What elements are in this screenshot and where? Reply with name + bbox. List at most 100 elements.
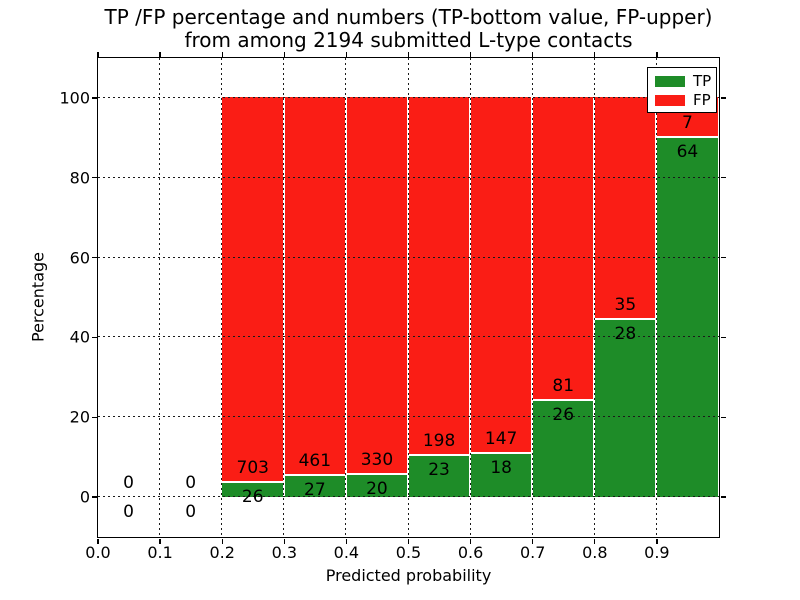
fp-bar-segment	[470, 97, 533, 454]
fp-count-label: 0	[123, 472, 134, 493]
y-tick-mark	[91, 416, 97, 418]
x-tick-mark-top	[469, 51, 472, 57]
horizontal-gridline	[97, 496, 719, 498]
legend-entry-tp: TP	[648, 72, 716, 91]
x-tick-mark	[97, 538, 99, 544]
y-tick-mark-right	[720, 97, 726, 99]
fp-count-label: 35	[614, 295, 637, 316]
tp-fp-boundary-line	[656, 135, 719, 138]
fp-count-label: 703	[236, 458, 269, 479]
x-tick-mark-top	[345, 51, 348, 57]
tp-count-label: 23	[428, 460, 450, 481]
y-tick-label: 80	[69, 168, 90, 188]
vertical-gridline	[159, 57, 161, 537]
vertical-gridline	[407, 57, 409, 537]
x-tick-mark	[345, 538, 348, 544]
fp-count-label: 330	[360, 449, 394, 470]
x-tick-label: 0.2	[209, 543, 235, 562]
vertical-gridlines-layer	[98, 57, 719, 537]
tp-count-label: 64	[676, 141, 699, 162]
x-tick-mark-top	[283, 51, 285, 57]
vertical-gridline	[531, 57, 533, 537]
x-tick-label: 0.0	[85, 543, 111, 562]
fp-count-label: 198	[422, 431, 456, 452]
horizontal-gridline	[97, 96, 719, 98]
x-tick-label: 0.8	[582, 543, 608, 562]
x-tick-mark	[532, 538, 534, 544]
fp-count-label: 0	[185, 472, 197, 493]
vertical-gridline	[283, 57, 285, 537]
fp-bar-segment	[532, 97, 595, 400]
vertical-gridline	[221, 57, 223, 537]
x-tick-mark-top	[594, 51, 596, 57]
x-tick-label: 0.5	[395, 543, 422, 562]
y-tick-mark	[91, 97, 97, 99]
y-tick-label: 20	[69, 407, 90, 427]
tp-fp-boundary-line	[532, 398, 595, 401]
tp-fp-boundary-line	[594, 318, 657, 321]
x-tick-label: 0.7	[519, 543, 546, 562]
y-tick-mark	[91, 177, 97, 179]
x-tick-mark	[283, 538, 285, 544]
legend: TP FP	[647, 67, 717, 113]
fp-count-label: 7	[682, 112, 693, 133]
x-axis-title: Predicted probability	[325, 566, 492, 585]
tp-fp-boundary-line	[345, 472, 408, 475]
tp-bar-segment	[408, 455, 471, 497]
fp-count-label: 461	[298, 450, 332, 471]
chart-title-line1: TP /FP percentage and numbers (TP-bottom…	[104, 5, 713, 29]
x-tick-mark-top	[159, 51, 161, 57]
tp-bar-segment	[470, 453, 533, 497]
x-tick-mark	[407, 538, 410, 544]
tp-count-label: 0	[123, 501, 134, 522]
horizontal-gridline	[97, 256, 719, 258]
chart-title: TP /FP percentage and numbers (TP-bottom…	[98, 6, 719, 51]
vertical-gridline	[655, 57, 657, 537]
x-tick-label: 0.1	[147, 543, 173, 562]
x-tick-mark-top	[656, 51, 658, 57]
y-tick-mark-right	[720, 177, 726, 179]
tp-bar-segment	[656, 136, 719, 497]
x-tick-mark	[221, 538, 223, 544]
tp-fp-boundary-line	[221, 481, 284, 484]
tp-legend-label: TP	[693, 72, 712, 90]
tp-fp-boundary-line	[470, 452, 533, 455]
tp-count-label: 27	[304, 479, 326, 500]
tp-count-label: 28	[614, 324, 637, 345]
x-tick-mark	[594, 538, 596, 544]
y-tick-mark	[91, 336, 97, 339]
x-tick-mark-top	[407, 51, 410, 57]
y-tick-mark-right	[720, 416, 726, 418]
tp-legend-swatch	[655, 76, 685, 87]
tp-bar-segment	[594, 319, 657, 497]
tp-fp-boundary-line	[408, 454, 471, 457]
vertical-gridline	[593, 57, 595, 537]
horizontal-gridlines-layer	[97, 58, 719, 537]
horizontal-gridline	[97, 336, 719, 338]
x-tick-label: 0.4	[333, 543, 360, 562]
y-tick-mark-right	[720, 336, 726, 339]
legend-entry-fp: FP	[648, 91, 716, 110]
y-tick-mark-right	[720, 496, 726, 498]
fp-count-label: 147	[484, 429, 518, 450]
tp-count-label: 0	[185, 501, 197, 522]
fp-legend-label: FP	[693, 91, 711, 109]
tp-bar-segment	[532, 399, 595, 497]
bars-layer	[98, 58, 719, 537]
y-tick-label: 40	[69, 327, 90, 347]
y-tick-label: 0	[79, 487, 90, 507]
tp-count-label: 26	[241, 487, 264, 508]
chart-title-line2: from among 2194 submitted L-type contact…	[184, 27, 633, 52]
plot-area: 0 0 0 0 703 26 461 27 330 20 198 23 147 18 81 26 35 28 7 64	[96, 56, 720, 538]
x-tick-mark	[159, 538, 161, 544]
y-tick-mark	[91, 256, 97, 259]
tp-bar-segment	[221, 482, 284, 497]
fp-bar-segment	[408, 97, 471, 456]
tp-count-label: 26	[552, 404, 575, 425]
fp-count-label: 81	[552, 375, 575, 396]
horizontal-gridline	[97, 416, 719, 418]
tp-bar-segment	[345, 473, 408, 497]
vertical-gridline	[469, 57, 471, 537]
fp-bar-segment	[221, 97, 284, 483]
fp-legend-swatch	[655, 95, 685, 106]
